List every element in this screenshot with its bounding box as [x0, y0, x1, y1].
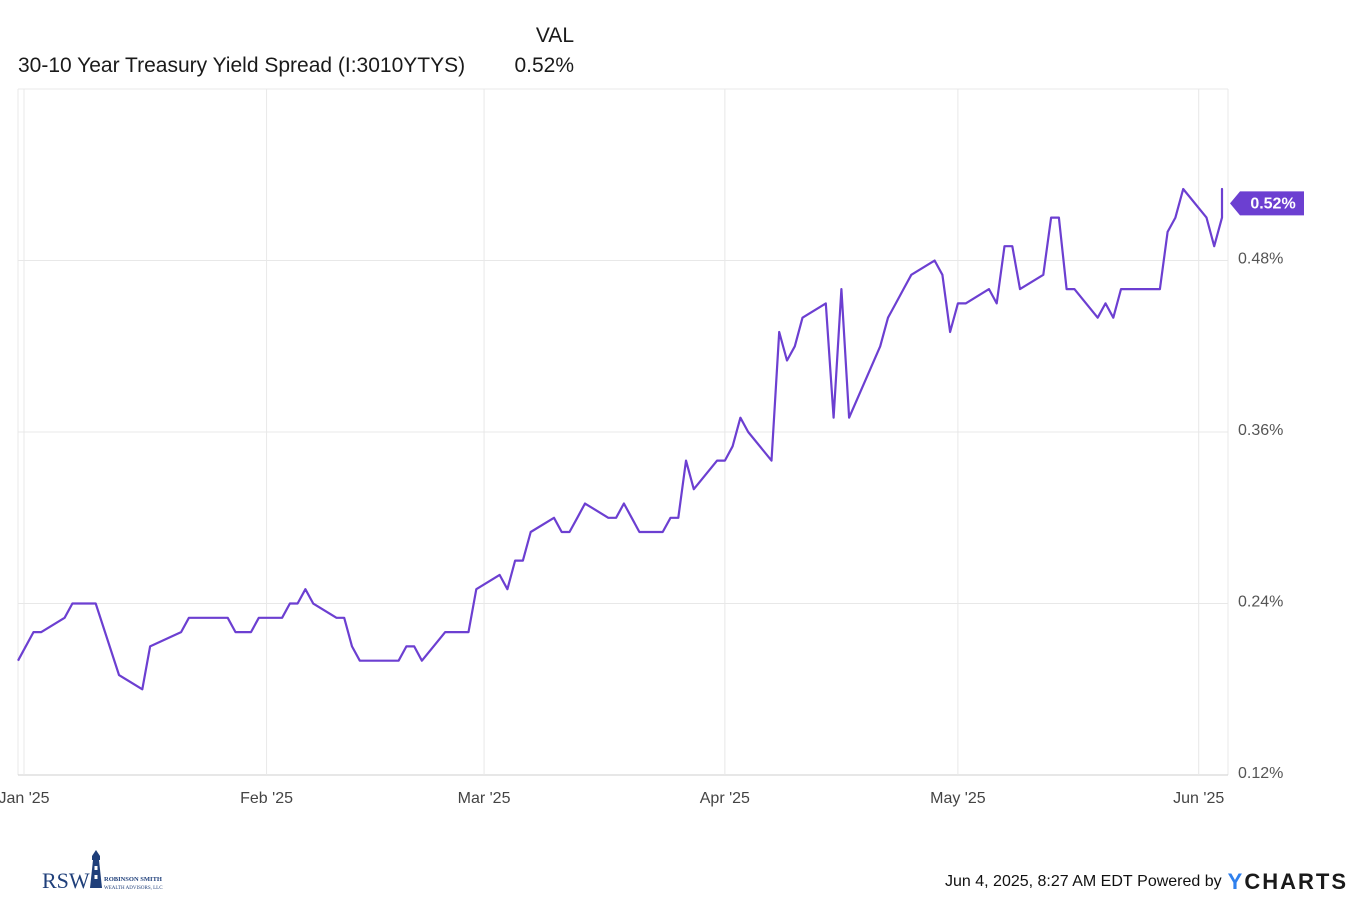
x-tick-label: Mar '25	[458, 790, 511, 807]
ycharts-logo-text: CHARTS	[1244, 869, 1348, 894]
footer-timestamp: Jun 4, 2025, 8:27 AM EDT	[945, 873, 1133, 890]
x-tick-label: Feb '25	[240, 790, 293, 807]
x-tick-label: Jan '25	[0, 790, 50, 807]
last-value-badge-shape	[1230, 191, 1304, 216]
rsw-logo-text: RSW	[42, 868, 90, 892]
rsw-logo-subtext-1: ROBINSON SMITH	[104, 876, 162, 883]
footer-powered-by: Powered by	[1137, 873, 1222, 890]
rsw-logo-subtext-2: WEALTH ADVISORS, LLC	[104, 886, 163, 891]
x-tick-label: Jun '25	[1173, 790, 1224, 807]
last-value-label: 0.52%	[1250, 196, 1295, 213]
y-tick-label: 0.24%	[1238, 594, 1283, 611]
grid-lines	[17, 88, 1229, 776]
y-tick-label: 0.36%	[1238, 422, 1283, 439]
x-axis-tick-labels: Jan '25 Feb '25 Mar '25 Apr '25 May '25 Jun '…	[0, 790, 1224, 807]
series-line[interactable]	[17, 187, 1224, 691]
x-tick-label: Apr '25	[700, 790, 750, 807]
last-value-badge: 0.52%	[1230, 191, 1304, 216]
y-tick-label: 0.12%	[1238, 765, 1283, 782]
ycharts-logo[interactable]: YCHARTS	[1228, 869, 1348, 895]
ycharts-logo-y: Y	[1227, 869, 1245, 894]
series-line-group	[17, 187, 1224, 691]
legend-value-header: VAL	[535, 24, 574, 47]
y-tick-label: 0.48%	[1238, 251, 1283, 268]
legend-series-value: 0.52%	[514, 54, 574, 77]
rsw-logo: RSW ROBINSON SMITH WEALTH ADVISORS, LLC	[40, 846, 180, 893]
chart-legend: VAL 30-10 Year Treasury Yield Spread (I:…	[18, 22, 578, 82]
line-chart[interactable]: Jan '25 Feb '25 Mar '25 Apr '25 May '25 Jun '…	[0, 0, 1362, 830]
y-axis-tick-labels: 0.48% 0.36% 0.24% 0.12%	[1238, 251, 1283, 783]
x-tick-label: May '25	[930, 790, 986, 807]
footer-attribution: Jun 4, 2025, 8:27 AM EDT Powered by YCHA…	[945, 869, 1348, 895]
lighthouse-icon	[90, 850, 102, 888]
legend-series-name[interactable]: 30-10 Year Treasury Yield Spread (I:3010…	[18, 54, 466, 77]
